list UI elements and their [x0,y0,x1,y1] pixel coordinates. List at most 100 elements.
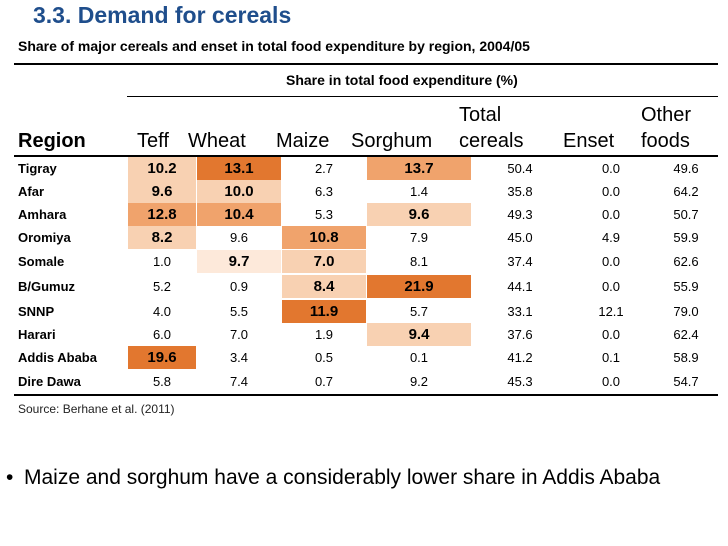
cell-total: 41.2 [507,350,533,365]
cell-other: 79.0 [673,304,699,319]
cell-enset: 0.1 [601,350,621,365]
cell-total: 44.1 [507,279,533,294]
cell-total: 33.1 [507,304,533,319]
cell-other: 62.4 [673,327,699,342]
header-total-line1: Total [459,104,502,126]
cell-other: 62.6 [673,254,699,269]
cell-maize: 1.9 [314,327,334,342]
cell-enset: 0.0 [601,279,621,294]
cell-other: 55.9 [673,279,699,294]
table-row: Dire Dawa 5.8 7.4 0.7 9.2 45.3 0.0 54.7 [14,370,718,393]
cell-maize: 2.7 [314,161,334,176]
cell-sorghum: 9.2 [409,374,429,389]
cell-enset: 0.0 [601,161,621,176]
table-caption: Share of major cereals and enset in tota… [18,38,530,54]
cell-sorghum: 8.1 [409,254,429,269]
cell-total: 45.3 [507,374,533,389]
table-row: SNNP 4.0 5.5 11.9 5.7 33.1 12.1 79.0 [14,300,718,323]
table-row: Amhara 12.8 10.4 5.3 9.6 49.3 0.0 50.7 [14,203,718,226]
cell-enset: 12.1 [598,304,624,319]
cell-enset: 4.9 [601,230,621,245]
table-bottom-rule [14,394,718,396]
cell-enset: 0.0 [601,374,621,389]
cell-wheat: 9.6 [229,230,249,245]
cell-teff: 5.8 [152,374,172,389]
header-maize: Maize [276,130,330,152]
cell-teff: 4.0 [152,304,172,319]
cell-wheat: 10.4 [197,203,281,226]
cell-other: 58.9 [673,350,699,365]
cell-total: 49.3 [507,207,533,222]
cell-wheat: 7.4 [229,374,249,389]
cell-region: Afar [18,184,45,199]
cell-sorghum: 7.9 [409,230,429,245]
cell-other: 64.2 [673,184,699,199]
cell-sorghum: 1.4 [409,184,429,199]
cell-teff: 9.6 [128,180,196,203]
cell-region: Amhara [18,207,67,222]
cell-sorghum: 13.7 [367,157,471,180]
cell-region: Tigray [18,161,57,176]
cell-wheat: 7.0 [229,327,249,342]
cell-teff: 6.0 [152,327,172,342]
cell-total: 50.4 [507,161,533,176]
cell-region: Harari [18,327,56,342]
cell-maize: 10.8 [282,226,366,249]
cell-region: Somale [18,254,65,269]
cell-maize: 0.7 [314,374,334,389]
cell-wheat: 5.5 [229,304,249,319]
table-row: Harari 6.0 7.0 1.9 9.4 37.6 0.0 62.4 [14,323,718,346]
cell-sorghum: 5.7 [409,304,429,319]
table-row: Addis Ababa 19.6 3.4 0.5 0.1 41.2 0.1 58.9 [14,346,718,369]
table-top-rule [14,63,718,65]
cell-enset: 0.0 [601,327,621,342]
header-total-line2: cereals [459,130,524,152]
header-enset: Enset [563,130,615,152]
cell-other: 54.7 [673,374,699,389]
bullet-text: Maize and sorghum have a considerably lo… [24,466,661,489]
cell-enset: 0.0 [601,254,621,269]
header-other-line2: foods [641,130,690,152]
cell-wheat: 10.0 [197,180,281,203]
cell-wheat: 3.4 [229,350,249,365]
cell-maize: 5.3 [314,207,334,222]
cell-wheat: 0.9 [229,279,249,294]
header-teff: Teff [137,130,169,152]
bullet-icon: • [6,466,14,489]
header-wheat: Wheat [188,130,246,152]
header-sorghum: Sorghum [351,130,433,152]
cell-total: 37.4 [507,254,533,269]
cell-wheat: 13.1 [197,157,281,180]
header-bottom-rule [14,155,718,157]
source-note: Source: Berhane et al. (2011) [18,402,175,416]
cell-enset: 0.0 [601,184,621,199]
table-row: Oromiya 8.2 9.6 10.8 7.9 45.0 4.9 59.9 [14,226,718,249]
cell-teff: 5.2 [152,279,172,294]
cell-wheat: 9.7 [197,250,281,273]
table-row: Somale 1.0 9.7 7.0 8.1 37.4 0.0 62.6 [14,250,718,273]
cell-maize: 11.9 [282,300,366,323]
cell-region: B/Gumuz [18,279,76,294]
table-row: Afar 9.6 10.0 6.3 1.4 35.8 0.0 64.2 [14,180,718,203]
cell-sorghum: 9.6 [367,203,471,226]
cell-total: 35.8 [507,184,533,199]
cell-maize: 7.0 [282,250,366,273]
cell-region: Oromiya [18,230,71,245]
header-other-line1: Other [641,104,692,126]
cell-maize: 6.3 [314,184,334,199]
cell-teff: 19.6 [128,346,196,369]
cell-region: Dire Dawa [18,374,81,389]
header-region: Region [18,130,86,152]
table-row: Tigray 10.2 13.1 2.7 13.7 50.4 0.0 49.6 [14,157,718,180]
slide-title: 3.3. Demand for cereals [33,2,292,28]
cell-sorghum: 21.9 [367,275,471,298]
cell-region: SNNP [18,304,55,319]
cell-teff: 1.0 [152,254,172,269]
cell-maize: 0.5 [314,350,334,365]
cell-teff: 12.8 [128,203,196,226]
cell-total: 37.6 [507,327,533,342]
cell-teff: 10.2 [128,157,196,180]
cell-teff: 8.2 [128,226,196,249]
table-row: B/Gumuz 5.2 0.9 8.4 21.9 44.1 0.0 55.9 [14,275,718,298]
bullet-point: • Maize and sorghum have a considerably l… [6,466,660,490]
